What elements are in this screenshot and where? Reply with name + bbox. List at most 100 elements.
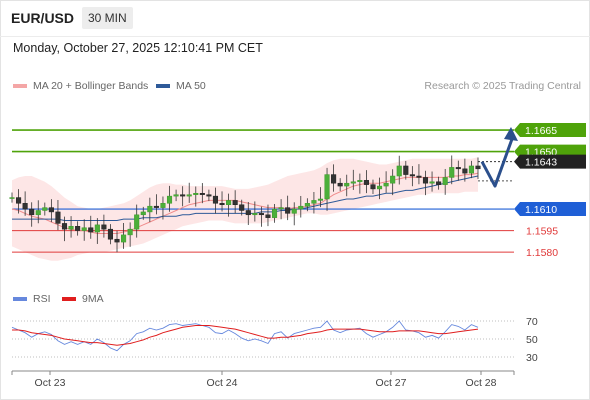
candle — [55, 199, 61, 231]
candle — [462, 158, 468, 182]
candle-body — [409, 174, 415, 177]
candle-body — [147, 205, 153, 213]
candle — [42, 202, 48, 216]
candle — [147, 197, 153, 223]
candle — [16, 189, 22, 214]
candle-body — [252, 213, 258, 216]
candle-body — [114, 238, 120, 243]
chart-header: EUR/USD 30 MIN — [0, 0, 590, 36]
candle-body — [429, 181, 435, 184]
candle-body — [324, 174, 330, 200]
candle — [160, 196, 166, 220]
legend-ma50: MA 50 — [156, 80, 206, 92]
rsi-level-label-30: 30 — [526, 352, 538, 364]
candle — [121, 222, 127, 249]
candle-body — [350, 181, 356, 184]
ma50-line — [12, 175, 479, 221]
level-label-1.1595: 1.1595 — [526, 226, 558, 238]
candle-body — [94, 224, 100, 233]
candle-body — [173, 194, 179, 197]
candle — [337, 178, 343, 192]
candle — [291, 202, 297, 226]
candle-body — [153, 205, 159, 208]
candle — [475, 157, 481, 180]
candle-body — [403, 165, 409, 175]
candle — [61, 216, 68, 242]
candle-body — [35, 210, 41, 216]
x-axis: Oct 23 Oct 24 Oct 27 Oct 28 — [11, 370, 515, 389]
timeframe-badge[interactable]: 30 MIN — [82, 7, 133, 29]
candle-body — [134, 214, 140, 230]
rsi-panel: 70 50 30 — [11, 316, 538, 364]
candle-body — [337, 182, 343, 187]
candle — [48, 199, 54, 223]
x-tick-label-oct-24: Oct 24 — [207, 377, 238, 389]
rsi-level-label-70: 70 — [526, 316, 538, 328]
candle-body — [180, 194, 186, 197]
candle — [377, 177, 383, 200]
candle-body — [22, 203, 28, 210]
candle-body — [271, 208, 278, 218]
candle — [212, 187, 219, 214]
scenario-layer — [480, 127, 518, 188]
candle-body — [304, 203, 310, 207]
candle-body — [239, 204, 245, 211]
candle — [429, 171, 435, 192]
candle-body — [396, 165, 402, 177]
candle-body — [436, 181, 442, 185]
candle — [278, 199, 284, 220]
candle-body — [226, 200, 232, 205]
candle-body — [449, 167, 455, 178]
scenario-arrow-head — [504, 127, 518, 142]
candle — [68, 216, 74, 238]
candle — [370, 179, 376, 194]
candle — [127, 222, 133, 247]
candle — [101, 214, 107, 238]
candle — [390, 169, 396, 196]
rsi-ma-line — [12, 325, 479, 346]
candle — [396, 155, 402, 185]
legend-rsi-swatch — [13, 297, 27, 301]
candle — [94, 218, 100, 244]
candle-body — [462, 168, 468, 174]
candle-body — [166, 195, 173, 204]
candle-body — [468, 165, 474, 174]
scenario-arrow-path — [480, 138, 514, 188]
candle-body — [121, 234, 127, 243]
candle-body — [186, 194, 192, 197]
candle — [153, 194, 159, 215]
candle-body — [317, 198, 324, 201]
level-label-1.1665: 1.1665 — [525, 125, 557, 137]
x-tick-label-oct-27: Oct 27 — [376, 377, 407, 389]
legend-9ma-label: 9MA — [82, 293, 104, 305]
candle — [206, 189, 212, 202]
candle-body — [48, 207, 54, 213]
candle — [285, 195, 291, 221]
candle-body — [285, 207, 291, 214]
candle-body — [422, 177, 429, 184]
candle — [88, 215, 94, 239]
candle-body — [55, 211, 61, 224]
candle — [9, 192, 15, 203]
candle — [252, 201, 258, 222]
levels-layer — [12, 129, 514, 253]
legend-ma50-label: MA 50 — [176, 80, 206, 92]
candle — [199, 183, 205, 204]
current-price-tag — [514, 154, 586, 169]
candle — [317, 187, 324, 208]
candle — [436, 176, 442, 190]
candle-body — [16, 197, 22, 204]
candle — [81, 219, 87, 241]
candle — [331, 164, 337, 192]
research-credit: Research © 2025 Trading Central — [424, 80, 581, 92]
current-price-label: 1.1643 — [525, 157, 557, 169]
candle-body — [442, 177, 448, 185]
rsi-level-label-50: 50 — [526, 334, 538, 346]
candle-body — [199, 192, 205, 195]
candle — [422, 170, 429, 196]
legend-ma50-swatch — [156, 84, 170, 88]
rsi-line — [11, 320, 479, 352]
candle-body — [278, 207, 284, 210]
candles-layer — [9, 155, 481, 253]
candle — [403, 160, 409, 180]
